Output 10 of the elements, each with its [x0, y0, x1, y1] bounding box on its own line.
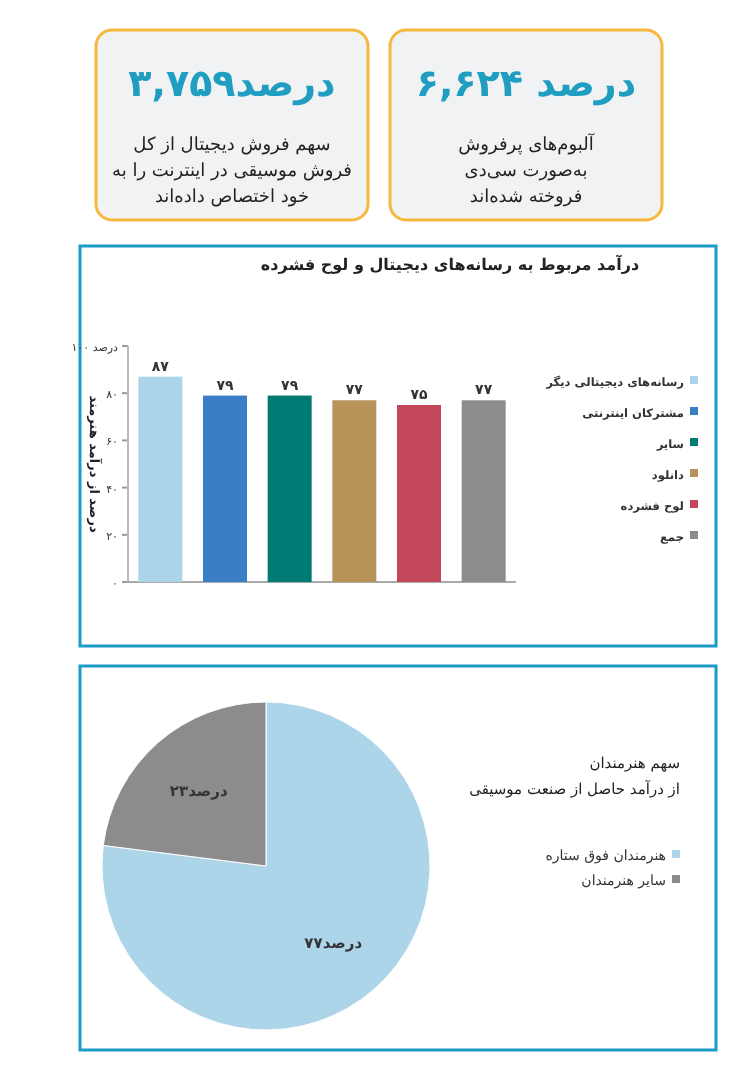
text: خود اختصاص داده‌اند — [154, 188, 310, 208]
text: فروش موسیقی در اینترنت را به — [112, 162, 352, 182]
text: فروخته شده‌اند — [469, 188, 583, 208]
text: به‌صورت سی‌دی — [464, 162, 588, 182]
text: ۳,۷۵۹درصد — [128, 62, 337, 106]
text: ۶,۶۲۴ درصد — [415, 62, 637, 106]
text: آلبوم‌های پرفروش — [458, 132, 595, 156]
chart-title: درآمد مربوط به رسانه‌های دیجیتال و لوح فشرده — [260, 254, 640, 274]
text: سهم فروش دیجیتال از کل — [133, 136, 331, 156]
pie-slice — [101, 701, 431, 1031]
